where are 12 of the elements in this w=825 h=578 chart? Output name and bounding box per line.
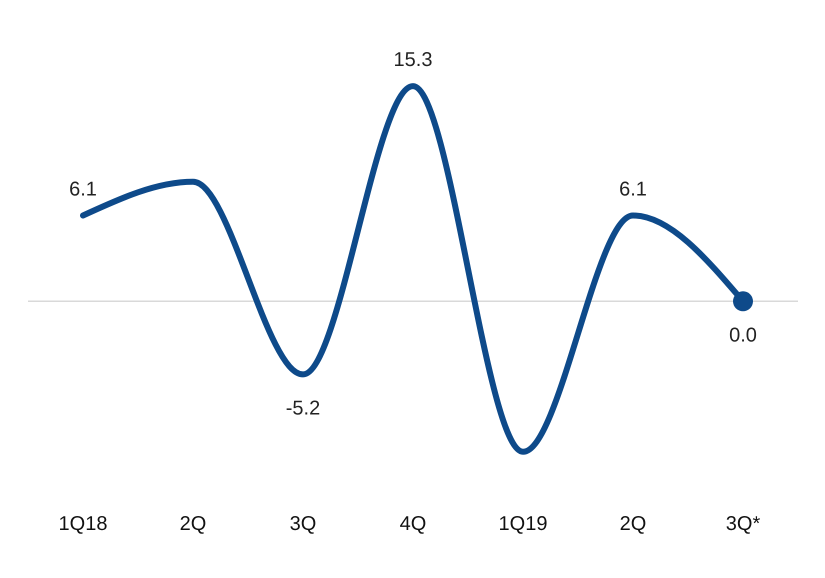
x-tick-label: 2Q [180,513,206,536]
data-label: 6.1 [69,178,97,200]
x-tick-label: 3Q* [726,513,760,536]
x-tick-label: 4Q [400,513,426,536]
data-label: -5.2 [286,397,320,420]
data-label: 15.3 [394,49,432,72]
x-tick-label: 1Q19 [498,513,548,536]
data-label: 6.1 [619,178,647,200]
data-label: 0.0 [729,324,757,346]
x-tick-label: 3Q [290,513,316,536]
x-tick-label: 2Q [620,513,646,536]
x-tick-label: 1Q18 [58,513,108,536]
